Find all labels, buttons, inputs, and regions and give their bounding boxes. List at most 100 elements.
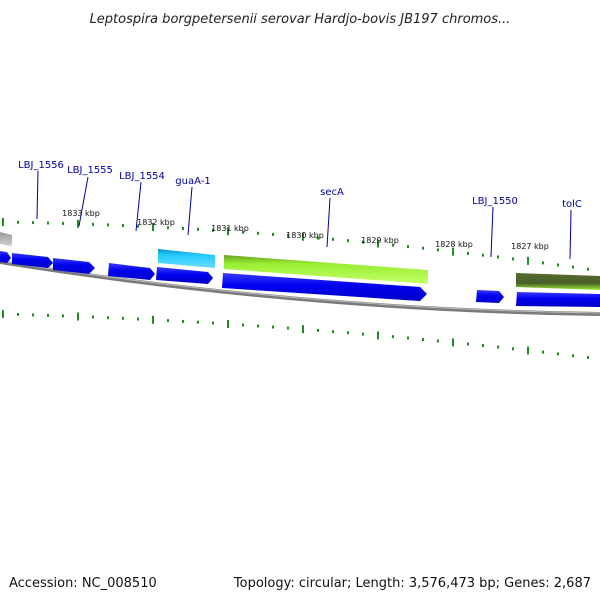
gene-leader-line [326, 197, 331, 248]
major-tick [527, 256, 529, 265]
minor-tick [212, 228, 214, 232]
minor-tick [137, 317, 139, 321]
gene-feature-lbj-1554[interactable] [108, 263, 155, 280]
minor-tick [392, 243, 394, 247]
minor-tick [407, 336, 409, 340]
minor-tick [272, 325, 274, 329]
major-tick [302, 325, 304, 334]
minor-tick [467, 251, 469, 255]
minor-tick [257, 231, 259, 235]
major-tick [152, 315, 154, 324]
minor-tick [167, 226, 169, 230]
gene-feature-seca-blue[interactable] [222, 273, 427, 301]
genome-summary-text: Topology: circular; Length: 3,576,473 bp… [233, 576, 591, 591]
gene-feature-lbj-1556[interactable] [12, 253, 53, 268]
gene-label-lbj-1554[interactable]: LBJ_1554 [119, 171, 165, 182]
upper-tick-track [2, 218, 589, 271]
minor-tick [92, 315, 94, 319]
gene-leader-line [490, 206, 494, 258]
gene-leader-line [135, 181, 142, 232]
minor-tick [197, 320, 199, 324]
major-tick [377, 239, 379, 248]
minor-tick [422, 246, 424, 250]
minor-tick [542, 350, 544, 354]
minor-tick [32, 221, 34, 225]
minor-tick [332, 237, 334, 241]
gene-label-lbj-1555[interactable]: LBJ_1555 [67, 165, 113, 176]
gene-feature-lbj-1550[interactable] [476, 290, 504, 303]
gene-feature-guaa-1[interactable] [158, 249, 215, 268]
lower-tick-track [2, 310, 589, 359]
minor-tick [62, 221, 64, 225]
minor-tick [122, 316, 124, 320]
gene-label-lbj-1550[interactable]: LBJ_1550 [472, 196, 518, 207]
feature-track-blue [0, 251, 600, 307]
gene-feature-gray[interactable] [0, 232, 12, 246]
major-tick [227, 227, 229, 236]
gene-feature-guaa-1-blue[interactable] [156, 267, 213, 284]
minor-tick [497, 345, 499, 349]
gene-leader-line [36, 170, 39, 220]
minor-tick [32, 313, 34, 317]
gene-leader-line [187, 186, 193, 236]
gene-label-leaders [36, 170, 572, 260]
minor-tick [17, 220, 19, 224]
minor-tick [572, 354, 574, 358]
minor-tick [92, 222, 94, 226]
gene-label-lbj-1556[interactable]: LBJ_1556 [18, 160, 64, 171]
minor-tick [47, 221, 49, 225]
minor-tick [122, 224, 124, 227]
major-tick [227, 320, 229, 328]
genome-backbone [0, 260, 600, 316]
feature-track-upper [0, 232, 600, 290]
gene-label-seca[interactable]: secA [320, 187, 344, 198]
position-label: 1827 kbp [511, 242, 549, 251]
accession-text: Accession: NC_008510 [9, 576, 157, 591]
major-tick [77, 219, 79, 228]
minor-tick [482, 344, 484, 347]
minor-tick [242, 323, 244, 327]
minor-tick [362, 240, 364, 244]
minor-tick [587, 356, 589, 359]
map-title: Leptospira borgpetersenii serovar Hardjo… [90, 12, 511, 27]
minor-tick [242, 230, 244, 234]
minor-tick [497, 255, 499, 259]
gene-feature-blue[interactable] [0, 251, 11, 263]
gene-feature-lbj-1555[interactable] [53, 258, 95, 274]
gene-feature-tolc[interactable] [516, 273, 600, 290]
minor-tick [437, 248, 439, 252]
major-tick [452, 338, 454, 347]
minor-tick [437, 339, 439, 343]
minor-tick [347, 331, 349, 335]
minor-tick [257, 324, 259, 328]
gene-feature-tolc-blue[interactable] [516, 292, 600, 307]
major-tick [2, 310, 4, 319]
minor-tick [197, 227, 199, 231]
minor-tick [512, 347, 514, 351]
minor-tick [17, 313, 19, 316]
minor-tick [332, 330, 334, 334]
minor-tick [422, 338, 424, 341]
minor-tick [137, 224, 139, 228]
minor-tick [482, 253, 484, 257]
gene-leader-line [78, 176, 89, 227]
major-tick [302, 232, 304, 241]
gene-label-tolc[interactable]: tolC [562, 199, 582, 210]
minor-tick [557, 263, 559, 267]
minor-tick [47, 313, 49, 317]
minor-tick [392, 335, 394, 339]
minor-tick [287, 234, 289, 237]
major-tick [152, 222, 154, 231]
minor-tick [512, 257, 514, 261]
major-tick [527, 346, 529, 355]
position-label: 1829 kbp [361, 236, 399, 245]
minor-tick [467, 342, 469, 346]
position-ruler: 1833 kbp 1832 kbp 1831 kbp 1830 kbp 1829… [62, 209, 549, 251]
minor-tick [182, 227, 184, 230]
minor-tick [362, 332, 364, 336]
minor-tick [317, 328, 319, 332]
gene-label-guaa-1[interactable]: guaA-1 [175, 176, 210, 187]
gene-feature-seca[interactable] [224, 255, 428, 284]
genome-backbone-highlight [0, 260, 600, 314]
